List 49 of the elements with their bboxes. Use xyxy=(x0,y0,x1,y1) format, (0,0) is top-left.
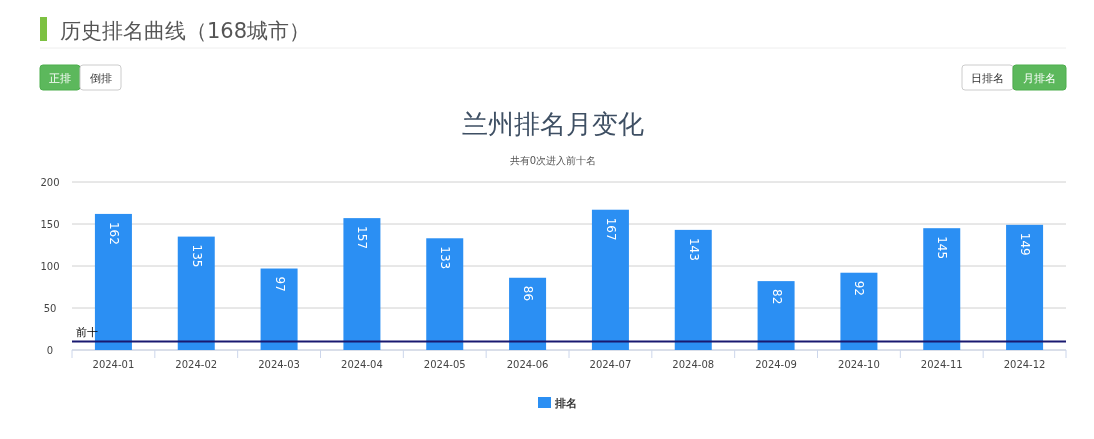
legend-label: 排名 xyxy=(554,397,577,410)
y-tick-label: 100 xyxy=(40,261,60,272)
x-tick-label: 2024-06 xyxy=(506,359,549,370)
bar xyxy=(1006,224,1044,350)
x-tick-label: 2024-11 xyxy=(920,359,963,370)
y-tick-label: 150 xyxy=(40,219,60,230)
bar xyxy=(674,229,712,350)
data-label: 97 xyxy=(272,276,287,292)
y-tick-label: 0 xyxy=(46,345,54,356)
data-label: 162 xyxy=(106,221,121,245)
data-label: 167 xyxy=(603,217,618,241)
data-label: 143 xyxy=(686,237,701,261)
x-tick-label: 2024-08 xyxy=(672,359,715,370)
button: 正排 xyxy=(39,64,81,91)
bar xyxy=(923,228,961,350)
data-label: 149 xyxy=(1018,232,1033,256)
bar xyxy=(177,236,215,350)
data-label: 86 xyxy=(521,285,536,302)
chart-title: 兰州排名月变化 xyxy=(462,109,644,139)
x-tick-label: 2024-10 xyxy=(838,359,880,370)
bar xyxy=(840,272,878,350)
y-tick-label: 50 xyxy=(43,303,57,314)
legend: 排名 xyxy=(538,397,577,410)
bar xyxy=(757,281,795,350)
y-tick-label: 200 xyxy=(40,177,60,188)
data-label: 135 xyxy=(189,244,204,268)
x-tick-label: 2024-09 xyxy=(755,359,797,370)
button: 日排名 xyxy=(961,64,1014,91)
x-tick-label: 2024-02 xyxy=(175,359,218,370)
data-label: 133 xyxy=(438,246,453,270)
x-tick-label: 2024-01 xyxy=(92,359,135,370)
chart-subtitle: 共有0次进入前十名 xyxy=(509,155,597,166)
button: 月排名 xyxy=(1012,64,1067,91)
x-tick-label: 2024-05 xyxy=(423,359,466,370)
x-tick-label: 2024-03 xyxy=(258,359,300,370)
data-label: 92 xyxy=(852,280,867,296)
button: 倒排 xyxy=(79,64,122,91)
data-label: 157 xyxy=(355,226,370,250)
bar xyxy=(509,277,547,350)
data-label: 145 xyxy=(935,236,950,260)
x-tick-label: 2024-12 xyxy=(1003,359,1046,370)
bar xyxy=(260,268,298,350)
bar xyxy=(426,238,464,350)
data-label: 82 xyxy=(769,289,784,305)
bar xyxy=(591,209,629,350)
bar xyxy=(343,218,381,350)
text: 历史排名曲线（168城市） xyxy=(60,19,311,43)
x-tick-label: 2024-04 xyxy=(341,359,383,370)
x-tick-label: 2024-07 xyxy=(589,359,632,370)
